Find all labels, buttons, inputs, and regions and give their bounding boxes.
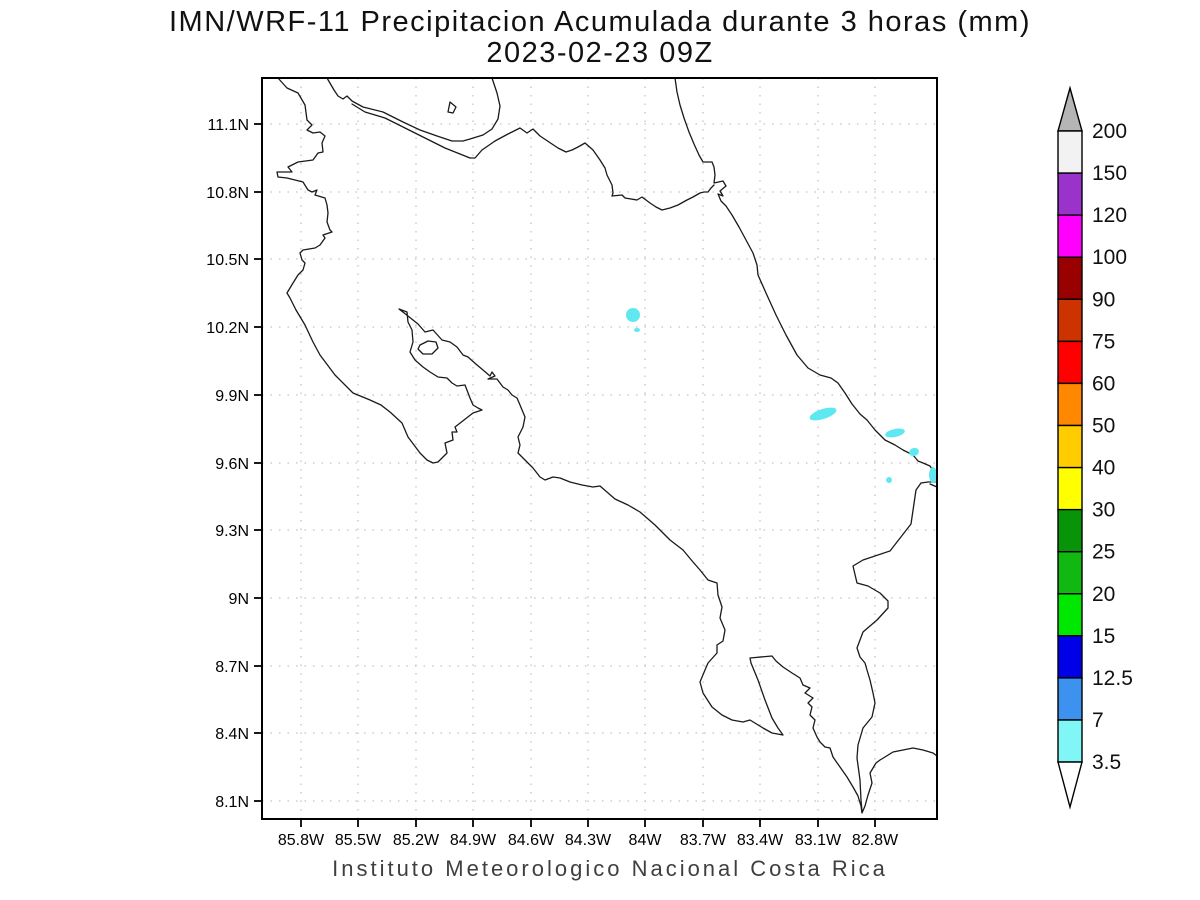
colorbar-segment [1057,340,1083,385]
y-tick-label: 10.2N [206,320,249,337]
precip-cell [886,477,892,483]
colorbar-under-arrow [1057,761,1083,810]
colorbar-segment [1057,214,1083,258]
colorbar-segment [1057,298,1083,343]
colorbar-segment [1057,172,1083,216]
colorbar-over-arrow [1057,85,1083,132]
coastline-panama-caribbean [929,483,938,488]
colorbar-label: 60 [1092,372,1115,395]
x-tick-label: 84.9W [450,832,497,849]
x-tick-label: 83.1W [795,832,842,849]
x-tick-label: 83.4W [737,832,784,849]
coastline-pacific [276,77,938,814]
colorbar-label: 120 [1092,204,1127,227]
colorbar-segment [1057,719,1083,763]
colorbar-label: 90 [1092,288,1115,311]
y-tick-label: 10.5N [206,252,249,269]
precip-cell [929,467,937,483]
x-tick-label: 84.3W [565,832,612,849]
colorbar-label: 40 [1092,457,1115,480]
x-tick-label: 85.8W [278,832,325,849]
y-tick-label: 9.6N [215,456,249,473]
colorbar-label: 75 [1092,330,1115,353]
colorbar-label: 12.5 [1092,667,1133,690]
figure-valid-time: 2023-02-23 09Z [486,37,713,69]
border-panama [852,482,922,812]
colorbar-segment [1057,424,1083,469]
source-caption: Instituto Meteorologico Nacional Costa R… [332,856,888,881]
colorbar-label: 3.5 [1092,751,1121,774]
y-tick-label: 10.8N [206,185,249,202]
colorbar-segment [1057,466,1083,511]
y-tick-label: 9.3N [215,523,249,540]
colorbar-label: 100 [1092,246,1127,269]
figure-title: IMN/WRF-11 Precipitacion Acumulada duran… [169,6,1031,38]
y-tick-label: 8.1N [215,794,249,811]
colorbar-segment [1057,130,1083,174]
lake-island [447,101,457,114]
colorbar-segment [1057,677,1083,721]
y-tick-label: 9N [229,591,249,608]
colorbar-segment [1057,593,1083,637]
colorbar-label: 50 [1092,415,1115,438]
coastline-group [276,77,938,814]
y-tick-label: 8.7N [215,659,249,676]
x-tick-label: 84.6W [508,832,555,849]
colorbar-segment [1057,635,1083,679]
colorbar-segment [1057,508,1083,553]
coastline-caribbean [674,77,936,484]
x-tick-label: 84W [629,832,663,849]
y-tick-label: 11.1N [207,117,249,134]
colorbar-label: 200 [1092,120,1127,143]
gridlines [262,78,937,819]
colorbar-label: 20 [1092,583,1115,606]
x-tick-label: 82.8W [852,832,899,849]
chira-island [417,340,439,355]
colorbar-segment [1057,382,1083,427]
lake-nicaragua-shore [326,77,501,142]
colorbar-segment [1057,551,1083,595]
colorbar-label: 30 [1092,499,1115,522]
y-tick-label: 9.9N [215,388,249,405]
border-nicaragua-san-juan [351,103,715,211]
x-tick-label: 85.2W [393,832,440,849]
precip-cell [809,407,837,421]
colorbar-label: 7 [1092,709,1104,732]
colorbar-label: 25 [1092,541,1115,564]
y-tick-label: 8.4N [215,726,249,743]
precip-cell [626,308,640,322]
x-tick-label: 83.7W [680,832,727,849]
axis-ticks-and-labels: 85.8W 85.5W 85.2W 84.9W 84.6W 84.3W 84W 83.7W 83… [206,117,899,849]
precip-cell [885,428,905,438]
colorbar-label: 150 [1092,162,1127,185]
map-frame [261,77,938,820]
precipitation-areas [626,308,937,483]
colorbar-label: 15 [1092,625,1115,648]
precip-cell [634,328,640,332]
precip-cell [909,447,919,457]
colorbar-segment [1057,256,1083,301]
colorbar-legend: 200 150 120 100 90 75 60 50 40 30 25 20 15 12.5 7 3.5 [1057,85,1133,810]
x-tick-label: 85.5W [335,832,382,849]
